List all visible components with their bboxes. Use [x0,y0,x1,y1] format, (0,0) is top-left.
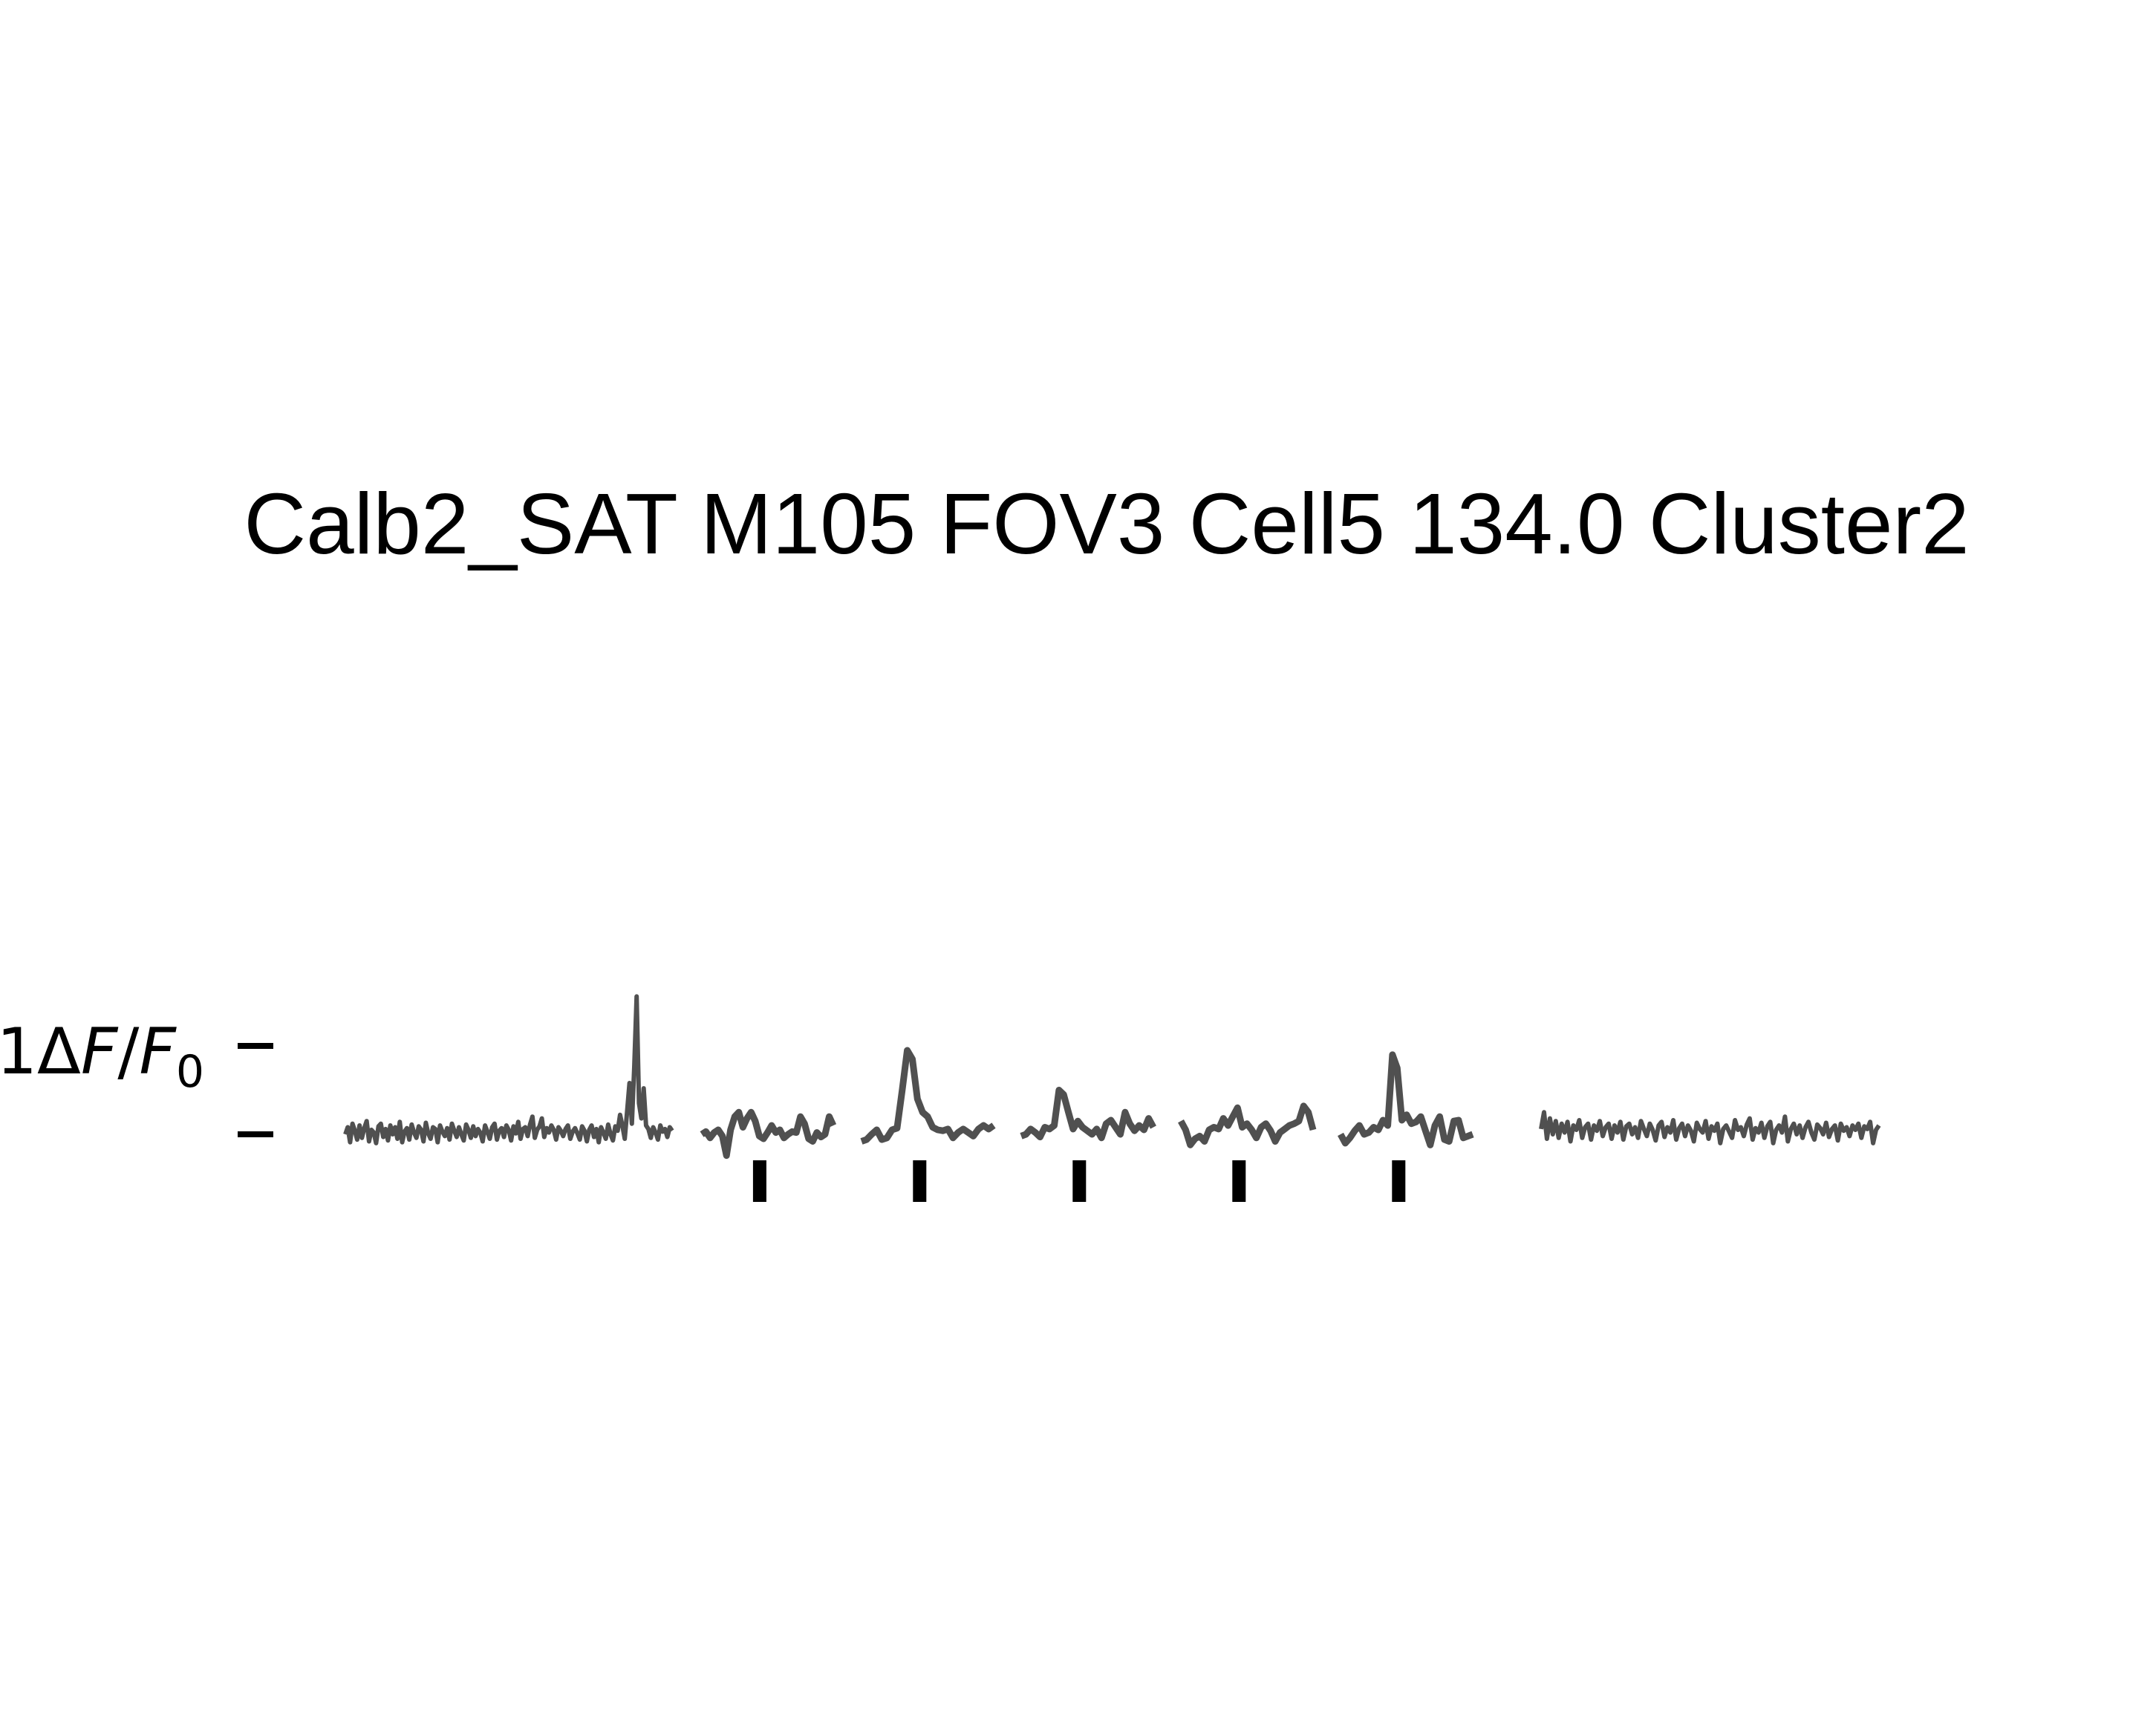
trace-stim-2 [860,1047,996,1145]
stimulus-marker-stim-2 [913,1160,927,1202]
scale-label-slash: / [117,1015,139,1089]
scale-label-prefix: 1 [0,1015,37,1089]
trace-stim-4 [1178,1102,1317,1148]
scale-label-sub: 0 [176,1046,204,1098]
stimulus-marker-stim-1 [752,1160,766,1202]
trace-segments [343,994,1881,1160]
scale-bar-label: 1ΔF/F0 [0,1015,204,1098]
trace-baseline-pre [343,994,674,1145]
stimulus-markers [752,1160,1406,1202]
scale-bar: 1ΔF/F0 [0,1015,273,1137]
trace-baseline-post [1539,1110,1881,1145]
scale-label-delta: Δ [37,1015,81,1089]
scale-label-f0: F [139,1015,177,1089]
trace-stim-5 [1338,1051,1474,1148]
trace-stim-3 [1020,1087,1156,1142]
stimulus-marker-stim-3 [1072,1160,1087,1202]
trace-stim-1 [700,1108,837,1160]
scale-label-f: F [81,1015,119,1089]
stimulus-marker-stim-5 [1392,1160,1406,1202]
stimulus-marker-stim-4 [1232,1160,1246,1202]
chart-title: Calb2_SAT M105 FOV3 Cell5 134.0 Cluster2 [244,475,1969,572]
